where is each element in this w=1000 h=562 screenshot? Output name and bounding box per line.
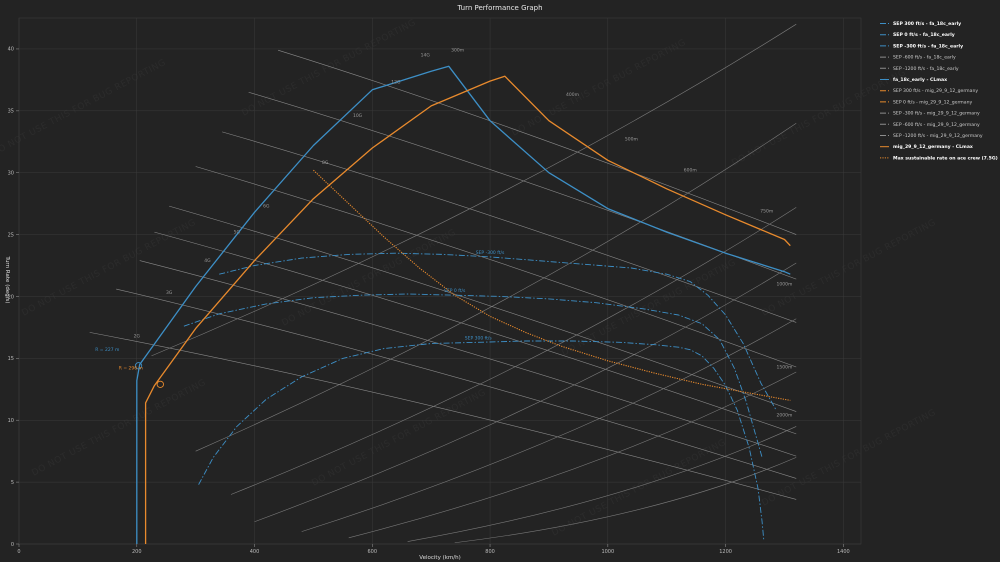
series-line	[219, 252, 776, 410]
y-tick-label: 25	[8, 232, 14, 238]
y-tick-label: 40	[8, 47, 14, 53]
turn-radius-line	[348, 371, 797, 539]
annotation-label: 2000m	[777, 413, 793, 419]
legend-entry[interactable]: SEP 300 ft/s - fa_18c_early	[893, 21, 961, 27]
watermark-group: DO NOT USE THIS FOR BUG REPORTING DO NOT …	[0, 18, 938, 539]
y-tick-label: 10	[8, 418, 14, 424]
series-group: SEP 300 ft/s SEP 0 ft/s SEP -300 ft/s	[134, 65, 791, 544]
g-load-line	[222, 131, 797, 323]
y-tick-label: 30	[8, 171, 14, 177]
g-load-line	[248, 91, 797, 280]
x-tick-label: 800	[485, 549, 495, 555]
x-tick-label: 200	[132, 549, 142, 555]
series-line	[136, 65, 791, 544]
y-tick-label: 5	[11, 480, 14, 486]
x-tick-label: 1400	[837, 549, 850, 555]
legend-entry[interactable]: mig_29_9_12_germany - CLmax	[893, 144, 973, 150]
turn-radius-line	[195, 122, 797, 452]
y-axis-label: Turn Rate (deg/s)	[4, 255, 10, 303]
x-tick-label: 1200	[719, 549, 732, 555]
legend-entry[interactable]: SEP 300 ft/s - mig_29_9_12_germany	[893, 88, 978, 94]
y-tick-label: 15	[8, 356, 14, 362]
corner-speed-marker	[156, 380, 164, 388]
series-line	[313, 169, 791, 401]
watermark-text: DO NOT USE THIS FOR BUG REPORTING	[310, 388, 488, 489]
legend-entry[interactable]: SEP -600 ft/s - fa_18c_early	[893, 55, 956, 61]
annotation-label: 6G	[263, 203, 270, 209]
watermark-text: DO NOT USE THIS FOR BUG REPORTING	[0, 58, 168, 159]
sep-line-label: SEP 0 ft/s	[444, 288, 466, 294]
legend-entry[interactable]: Max sustainable rate on ace crew (7.5G)	[893, 155, 998, 161]
g-load-line	[277, 49, 797, 235]
axes: 0 200 400 600 800 1000 1200 1400 0 5 10 15 20 25 30 35 4…	[8, 47, 850, 555]
turn-radius-line	[151, 23, 797, 357]
watermark-text: DO NOT USE THIS FOR BUG REPORTING	[510, 38, 688, 139]
watermark-text: DO NOT USE THIS FOR BUG REPORTING	[560, 258, 738, 359]
legend[interactable]: SEP 300 ft/s - fa_18c_early SEP 0 ft/s - …	[880, 21, 998, 161]
turn-radius-line	[407, 426, 797, 542]
legend-entry[interactable]: SEP 0 ft/s - mig_29_9_12_germany	[893, 99, 973, 105]
x-tick-label: 400	[250, 549, 260, 555]
series-line	[198, 340, 765, 541]
watermark-text: DO NOT USE THIS FOR BUG REPORTING	[760, 408, 938, 509]
annotations: R = 227 m R = 296 m 14G 12G 10G 8G 6G 5G 4G 3G 2G 3…	[95, 47, 792, 418]
reference-lines	[89, 23, 797, 544]
turn-radius-line	[254, 262, 797, 523]
grid	[18, 17, 862, 545]
g-load-line	[154, 231, 797, 435]
x-tick-label: 600	[368, 549, 378, 555]
sep-line-label: SEP 300 ft/s	[465, 335, 493, 341]
series-line	[183, 293, 763, 458]
annotation-label: 3G	[166, 290, 173, 296]
annotation-label: 5G	[234, 229, 241, 235]
y-tick-label: 20	[8, 294, 14, 300]
corner-speed-marker	[134, 362, 143, 370]
g-load-line	[169, 205, 797, 412]
y-tick-label: 0	[11, 542, 14, 548]
annotation-label: 500m	[625, 137, 638, 143]
g-load-line	[139, 260, 797, 457]
watermark-text: DO NOT USE THIS FOR BUG REPORTING	[730, 68, 908, 169]
legend-entry[interactable]: SEP -300 ft/s - mig_29_9_12_germany	[893, 111, 980, 117]
annotation-label: 8G	[322, 160, 329, 166]
watermark-text: DO NOT USE THIS FOR BUG REPORTING	[760, 218, 938, 319]
turn-radius-line	[454, 457, 797, 544]
annotation-label: 12G	[391, 80, 401, 86]
annotation-label: 600m	[684, 167, 697, 173]
watermark-text: DO NOT USE THIS FOR BUG REPORTING	[240, 18, 418, 119]
annotation-label: 1500m	[777, 364, 793, 370]
annotation-label: R = 227 m	[95, 347, 119, 353]
watermark-text: DO NOT USE THIS FOR BUG REPORTING	[30, 378, 208, 479]
turn-radius-line	[301, 318, 797, 532]
sep-line-label: SEP -300 ft/s	[476, 250, 505, 256]
legend-entry[interactable]: fa_18c_early - CLmax	[893, 77, 947, 83]
y-tick-label: 35	[8, 109, 14, 115]
annotation-label: 4G	[204, 258, 211, 264]
x-tick-label: 0	[17, 549, 20, 555]
chart-title: Turn Performance Graph	[456, 4, 542, 12]
annotation-label: 750m	[760, 208, 773, 214]
annotation-label: 10G	[353, 113, 363, 119]
legend-entry[interactable]: SEP 0 ft/s - fa_18c_early	[893, 32, 955, 38]
legend-entry[interactable]: SEP -300 ft/s - fa_18c_early	[893, 43, 963, 49]
g-load-line	[195, 166, 797, 368]
annotation-label: R = 296 m	[119, 365, 143, 371]
annotation-label: 14G	[421, 52, 431, 58]
annotation-label: 2G	[134, 333, 141, 339]
annotation-label: 400m	[566, 92, 579, 98]
g-load-line	[116, 288, 797, 479]
annotation-label: 1000m	[777, 281, 793, 287]
watermark-text: DO NOT USE THIS FOR BUG REPORTING	[20, 218, 198, 319]
series-line	[144, 75, 791, 544]
annotation-label: 300m	[451, 47, 464, 53]
legend-entry[interactable]: SEP -1200 ft/s - fa_18c_early	[893, 66, 959, 72]
x-tick-label: 1000	[601, 549, 614, 555]
legend-entry[interactable]: SEP -600 ft/s - mig_29_9_12_germany	[893, 122, 980, 128]
x-axis-label: Velocity (km/h)	[419, 555, 461, 561]
legend-entry[interactable]: SEP -1200 ft/s - mig_29_9_12_germany	[893, 133, 983, 139]
